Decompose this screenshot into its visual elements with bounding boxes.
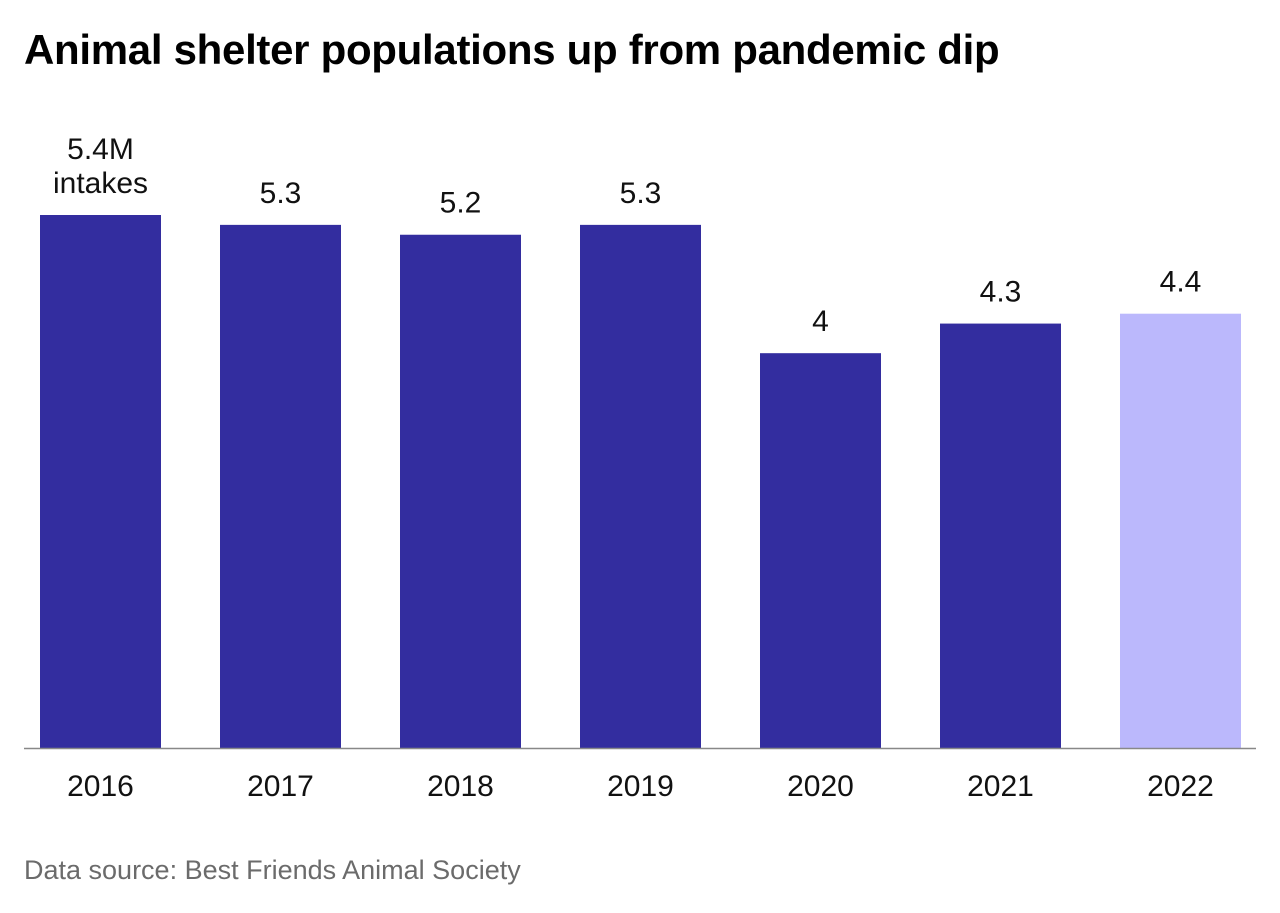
x-tick-label: 2021 (967, 770, 1034, 803)
data-label-2017: 5.3 (260, 177, 302, 210)
bar-2016 (40, 215, 161, 748)
data-label-2019: 5.3 (620, 177, 662, 210)
data-label-2020: 4 (812, 305, 829, 338)
data-source: Data source: Best Friends Animal Society (24, 855, 521, 885)
data-label-2022: 4.4 (1160, 266, 1202, 299)
chart-title: Animal shelter populations up from pande… (24, 26, 1000, 73)
data-label-2021: 4.3 (980, 276, 1022, 309)
data-label-2016: intakes (53, 167, 148, 200)
data-label-2018: 5.2 (440, 187, 482, 220)
bar-2017 (220, 224, 341, 749)
bar-2019 (580, 224, 701, 749)
bar-2020 (760, 353, 881, 748)
x-tick-label: 2016 (67, 770, 134, 803)
x-tick-label: 2019 (607, 770, 674, 803)
bar-2022 (1120, 313, 1241, 748)
x-tick-label: 2022 (1147, 770, 1214, 803)
x-tick-label: 2020 (787, 770, 854, 803)
x-tick-label: 2017 (247, 770, 314, 803)
x-tick-label: 2018 (427, 770, 494, 803)
data-label-2016: 5.4M (67, 133, 134, 166)
bar-2018 (400, 234, 521, 749)
bar-2021 (940, 323, 1061, 748)
